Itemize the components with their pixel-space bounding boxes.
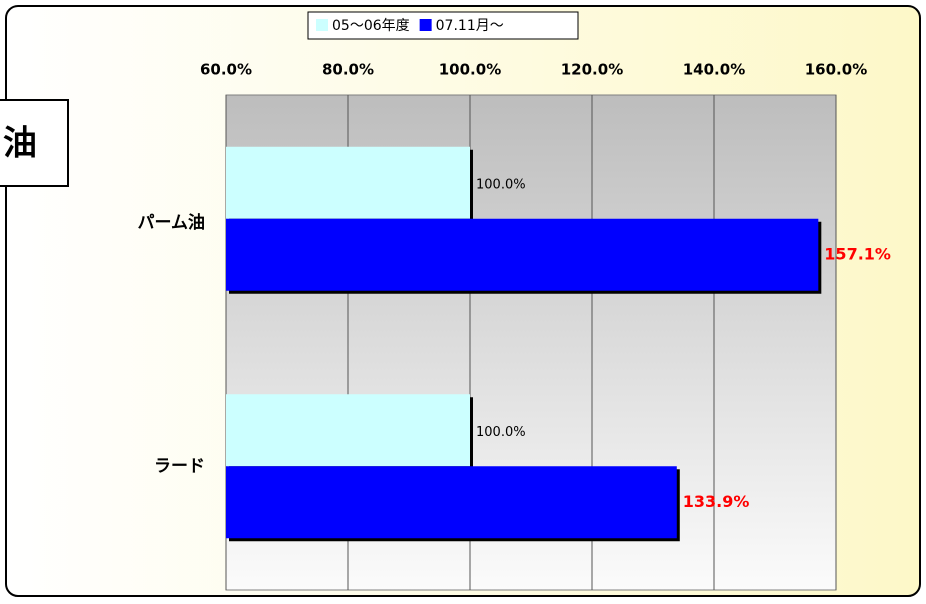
bar	[226, 394, 470, 467]
legend	[307, 11, 579, 40]
x-tick-label: 160.0%	[805, 61, 867, 79]
x-tick-label: 80.0%	[322, 61, 374, 79]
value-label: 157.1%	[824, 244, 891, 263]
annotation-box	[0, 99, 69, 187]
x-tick-label: 60.0%	[200, 61, 252, 79]
legend-swatch	[316, 19, 328, 31]
annotation: 油	[3, 124, 37, 164]
legend-label: 07.11月～	[436, 18, 504, 34]
bar	[226, 218, 819, 291]
y-tick-label: ラード	[154, 456, 205, 476]
y-tick-label: パーム油	[138, 212, 206, 233]
x-tick-label: 140.0%	[683, 61, 745, 79]
bar	[226, 146, 470, 219]
value-label: 100.0%	[476, 425, 526, 440]
value-label: 133.9%	[683, 492, 750, 511]
value-label: 100.0%	[476, 177, 526, 192]
legend-swatch	[419, 19, 432, 31]
legend-label: 05～06年度	[332, 18, 410, 34]
x-tick-label: 100.0%	[439, 61, 501, 79]
bar	[226, 466, 677, 539]
x-tick-label: 120.0%	[561, 61, 623, 79]
